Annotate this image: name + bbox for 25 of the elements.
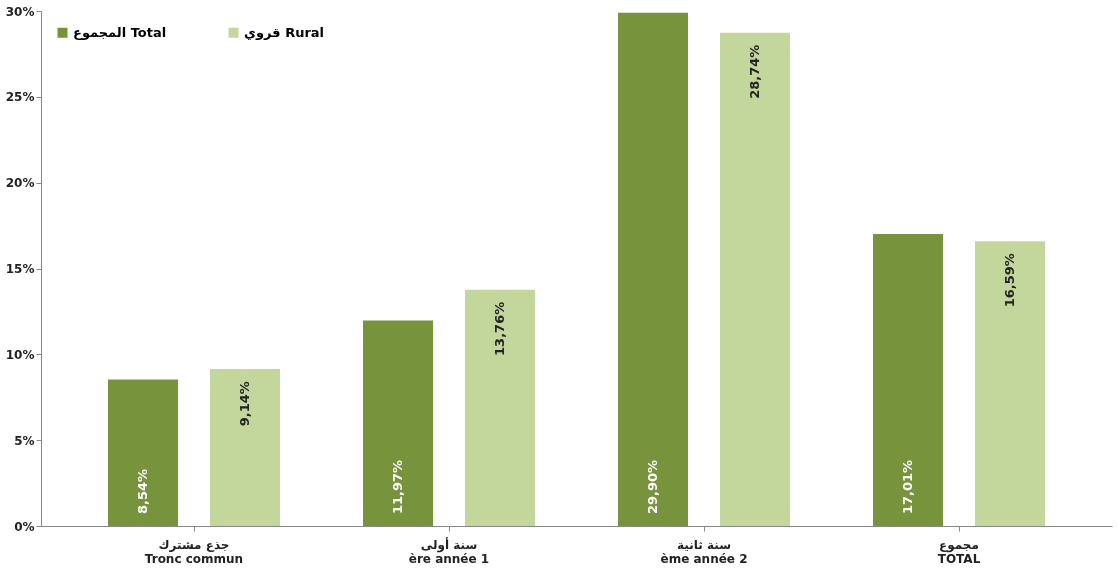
- y-tick-label: 15%: [5, 262, 35, 276]
- data-label: 8,54%: [135, 468, 150, 514]
- legend-label: المجموع Total: [73, 24, 167, 40]
- y-tick-label: 25%: [5, 90, 35, 105]
- data-label: 29,90%: [645, 459, 660, 514]
- y-tick-label: 30%: [5, 4, 35, 19]
- bar: [108, 379, 178, 526]
- bar: [210, 369, 280, 526]
- bar: [873, 233, 943, 526]
- bar: [465, 289, 535, 526]
- data-label: 9,14%: [237, 381, 252, 427]
- bar: [720, 32, 790, 526]
- data-label: 11,97%: [390, 459, 405, 514]
- bar: [363, 320, 433, 526]
- bar: [975, 241, 1045, 526]
- data-label: 13,76%: [492, 301, 507, 356]
- y-tick-label: 5%: [14, 433, 35, 448]
- y-tick-label: 20%: [5, 176, 35, 191]
- data-label: 16,59%: [1002, 253, 1017, 308]
- y-tick-label: 10%: [5, 347, 35, 362]
- legend-label: قروي Rural: [244, 24, 325, 40]
- bar: [618, 12, 688, 526]
- y-tick-label: 0%: [14, 519, 35, 534]
- data-label: 17,01%: [900, 459, 915, 514]
- data-label: 28,74%: [747, 44, 762, 99]
